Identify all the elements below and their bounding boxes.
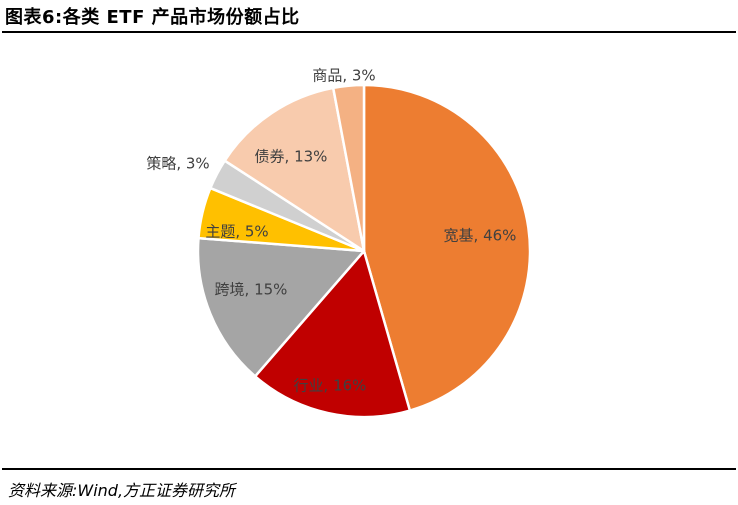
slice-label-2: 行业, 16% [294, 377, 367, 395]
pie-slice-3 [196, 236, 366, 378]
slice-label-4: 主题, 5% [205, 223, 268, 241]
slice-label-5: 策略, 3% [146, 155, 209, 173]
slice-label-7: 商品, 3% [312, 67, 375, 85]
pie-slices [196, 83, 532, 419]
source-note: 资料来源:Wind,方正证券研究所 [8, 481, 236, 500]
pie-slice-6 [223, 86, 366, 253]
pie-slice-1 [362, 83, 532, 412]
pie-chart: 宽基, 46% 行业, 16% 跨境, 15% 主题, 5% 策略, 3% 债券, 13%… [146, 67, 532, 419]
pie-slice-7 [331, 83, 366, 253]
figure-title: 图表6:各类 ETF 产品市场份额占比 [5, 7, 300, 28]
slice-label-1: 宽基, 46% [444, 227, 517, 245]
bottom-rule [2, 468, 736, 470]
top-rule [2, 31, 736, 33]
pie-slice-2 [253, 249, 412, 419]
slice-label-3: 跨境, 15% [215, 281, 288, 299]
slice-label-6: 债券, 13% [255, 148, 328, 166]
pie-labels: 宽基, 46% 行业, 16% 跨境, 15% 主题, 5% 策略, 3% 债券, 13%… [146, 67, 516, 395]
